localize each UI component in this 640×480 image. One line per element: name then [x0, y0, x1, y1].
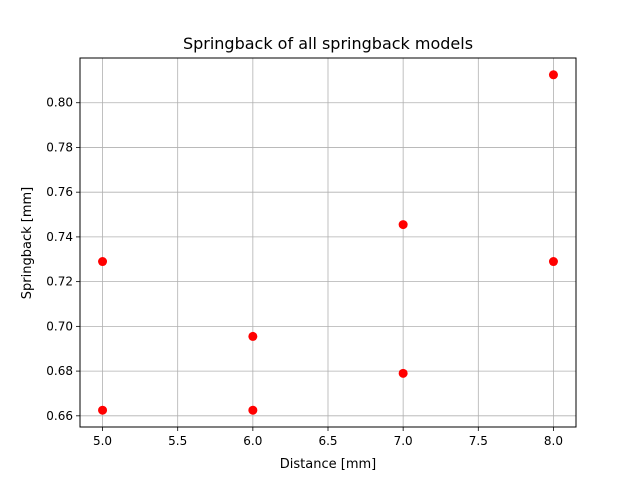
x-tick-label: 7.0 [394, 434, 413, 448]
data-point [248, 331, 258, 341]
data-point [548, 257, 558, 267]
x-tick-label: 5.0 [93, 434, 112, 448]
data-points [98, 70, 558, 415]
data-point [98, 405, 108, 415]
y-tick-label: 0.74 [46, 230, 73, 244]
x-axis-label: Distance [mm] [280, 457, 376, 472]
y-axis-label: Springback [mm] [20, 187, 35, 299]
y-tick-label: 0.66 [46, 409, 73, 423]
x-tick-label: 8.0 [544, 434, 563, 448]
y-tick-label: 0.76 [46, 185, 73, 199]
chart-title: Springback of all springback models [183, 34, 473, 53]
x-tick-label: 6.5 [318, 434, 337, 448]
x-tick-label: 7.5 [469, 434, 488, 448]
grid-lines [80, 58, 576, 427]
data-point [248, 405, 258, 415]
x-tick-label: 5.5 [168, 434, 187, 448]
axis-ticks: 5.0 5.5 6.0 6.5 7.0 7.5 8.0 0.66 0.68 0.70 0.72 0.7… [46, 96, 563, 448]
y-tick-label: 0.80 [46, 96, 73, 110]
data-point [398, 220, 408, 230]
data-point [398, 368, 408, 378]
y-tick-label: 0.70 [46, 319, 73, 333]
y-tick-label: 0.78 [46, 140, 73, 154]
data-point [548, 70, 558, 80]
y-tick-label: 0.68 [46, 364, 73, 378]
x-tick-label: 6.0 [243, 434, 262, 448]
y-tick-label: 0.72 [46, 275, 73, 289]
data-point [98, 257, 108, 267]
